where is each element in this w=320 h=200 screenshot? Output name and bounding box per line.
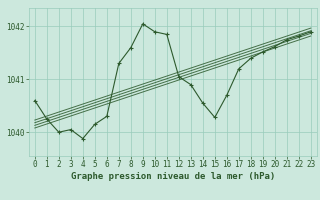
X-axis label: Graphe pression niveau de la mer (hPa): Graphe pression niveau de la mer (hPa)	[71, 172, 275, 181]
